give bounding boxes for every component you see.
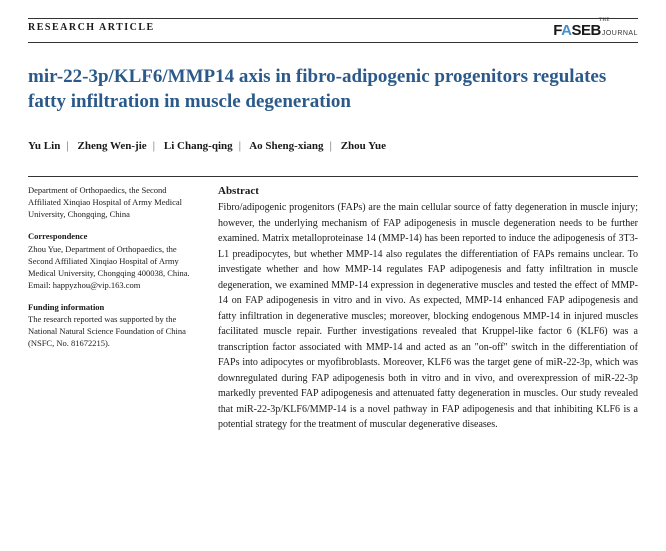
correspondence-email: Email: happyzhou@vip.163.com bbox=[28, 280, 198, 292]
logo-faseb: FASEB bbox=[553, 22, 601, 39]
logo-the: THE bbox=[599, 18, 610, 23]
article-title: mir-22-3p/KLF6/MMP14 axis in fibro-adipo… bbox=[28, 65, 638, 114]
affiliation-block: Department of Orthopaedics, the Second A… bbox=[28, 185, 198, 221]
funding-heading: Funding information bbox=[28, 302, 198, 314]
article-type-label: RESEARCH ARTICLE bbox=[28, 22, 155, 33]
logo-accent-a: A bbox=[561, 22, 571, 39]
author-separator: | bbox=[153, 140, 155, 152]
logo-journal: JOURNAL bbox=[602, 30, 638, 37]
correspondence-block: Correspondence Zhou Yue, Department of O… bbox=[28, 231, 198, 291]
journal-logo: THE FASEB JOURNAL bbox=[553, 22, 638, 39]
author-list: Yu Lin | Zheng Wen-jie | Li Chang-qing | Ao… bbox=[28, 140, 638, 152]
abstract-column: Abstract Fibro/adipogenic progenitors (F… bbox=[218, 185, 638, 433]
author: Zhou Yue bbox=[341, 140, 386, 152]
author-separator: | bbox=[66, 140, 68, 152]
author: Li Chang-qing bbox=[164, 140, 233, 152]
author: Zheng Wen-jie bbox=[78, 140, 147, 152]
author: Yu Lin bbox=[28, 140, 60, 152]
correspondence-body: Zhou Yue, Department of Orthopaedics, th… bbox=[28, 244, 198, 280]
abstract-heading: Abstract bbox=[218, 185, 638, 197]
affiliation-text: Department of Orthopaedics, the Second A… bbox=[28, 185, 198, 221]
funding-block: Funding information The research reporte… bbox=[28, 302, 198, 351]
funding-body: The research reported was supported by t… bbox=[28, 314, 198, 350]
author: Ao Sheng-xiang bbox=[249, 140, 323, 152]
meta-column: Department of Orthopaedics, the Second A… bbox=[28, 185, 198, 433]
header-bar: RESEARCH ARTICLE THE FASEB JOURNAL bbox=[28, 18, 638, 43]
meta-abstract-row: Department of Orthopaedics, the Second A… bbox=[28, 176, 638, 433]
author-separator: | bbox=[239, 140, 241, 152]
author-separator: | bbox=[330, 140, 332, 152]
abstract-body: Fibro/adipogenic progenitors (FAPs) are … bbox=[218, 200, 638, 433]
correspondence-heading: Correspondence bbox=[28, 231, 198, 243]
